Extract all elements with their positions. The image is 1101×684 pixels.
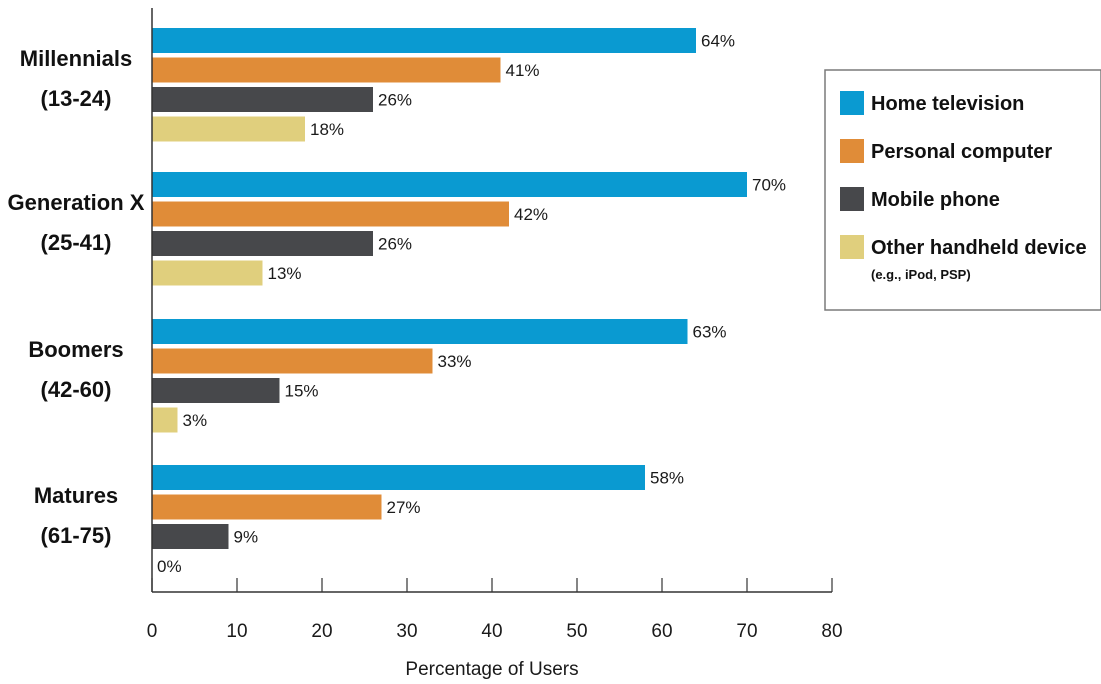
category-sublabel: (61-75) [41,523,112,548]
legend-note: (e.g., iPod, PSP) [871,267,971,282]
x-tick-label: 40 [481,621,502,642]
legend-label: Mobile phone [871,189,1000,211]
category-label: Generation X [8,190,145,215]
x-tick-label: 70 [736,621,757,642]
x-tick-label: 30 [396,621,417,642]
x-tick-label: 60 [651,621,672,642]
data-label: 0% [157,557,182,576]
data-label: 64% [701,32,735,51]
data-label: 58% [650,469,684,488]
bar [152,172,747,197]
x-tick-label: 80 [821,621,842,642]
bar [152,348,433,374]
bar [152,260,263,286]
x-tick-label: 10 [226,621,247,642]
bar [152,57,501,83]
data-label: 13% [268,264,302,283]
bar [152,231,373,256]
data-label: 41% [506,61,540,80]
legend-label: Other handheld device [871,237,1087,259]
bar [152,28,696,53]
data-label: 27% [387,498,421,517]
legend-swatch [840,139,864,163]
data-label: 15% [285,382,319,401]
data-label: 33% [438,352,472,371]
legend-label: Home television [871,93,1024,115]
data-label: 42% [514,205,548,224]
bar [152,201,509,227]
data-label: 70% [752,176,786,195]
legend-swatch [840,235,864,259]
category-sublabel: (13-24) [41,86,112,111]
bar [152,319,688,344]
data-label: 18% [310,120,344,139]
category-label: Boomers [28,337,123,362]
bar [152,87,373,112]
x-axis-title: Percentage of Users [405,659,578,680]
x-tick-label: 0 [147,621,158,642]
legend-box [824,69,1101,311]
data-label: 3% [183,411,208,430]
bar [152,494,382,520]
legend-swatch [840,91,864,115]
bar [152,465,645,490]
data-label: 9% [234,528,259,547]
legend-swatch [840,187,864,211]
data-label: 26% [378,235,412,254]
x-tick-label: 20 [311,621,332,642]
bar [152,524,229,549]
category-sublabel: (42-60) [41,377,112,402]
data-label: 26% [378,91,412,110]
bar [152,407,178,433]
bar [152,378,280,403]
category-sublabel: (25-41) [41,230,112,255]
data-label: 63% [693,323,727,342]
category-label: Matures [34,483,118,508]
legend-label: Personal computer [871,141,1052,163]
bar [152,116,305,142]
category-label: Millennials [20,46,132,71]
x-tick-label: 50 [566,621,587,642]
